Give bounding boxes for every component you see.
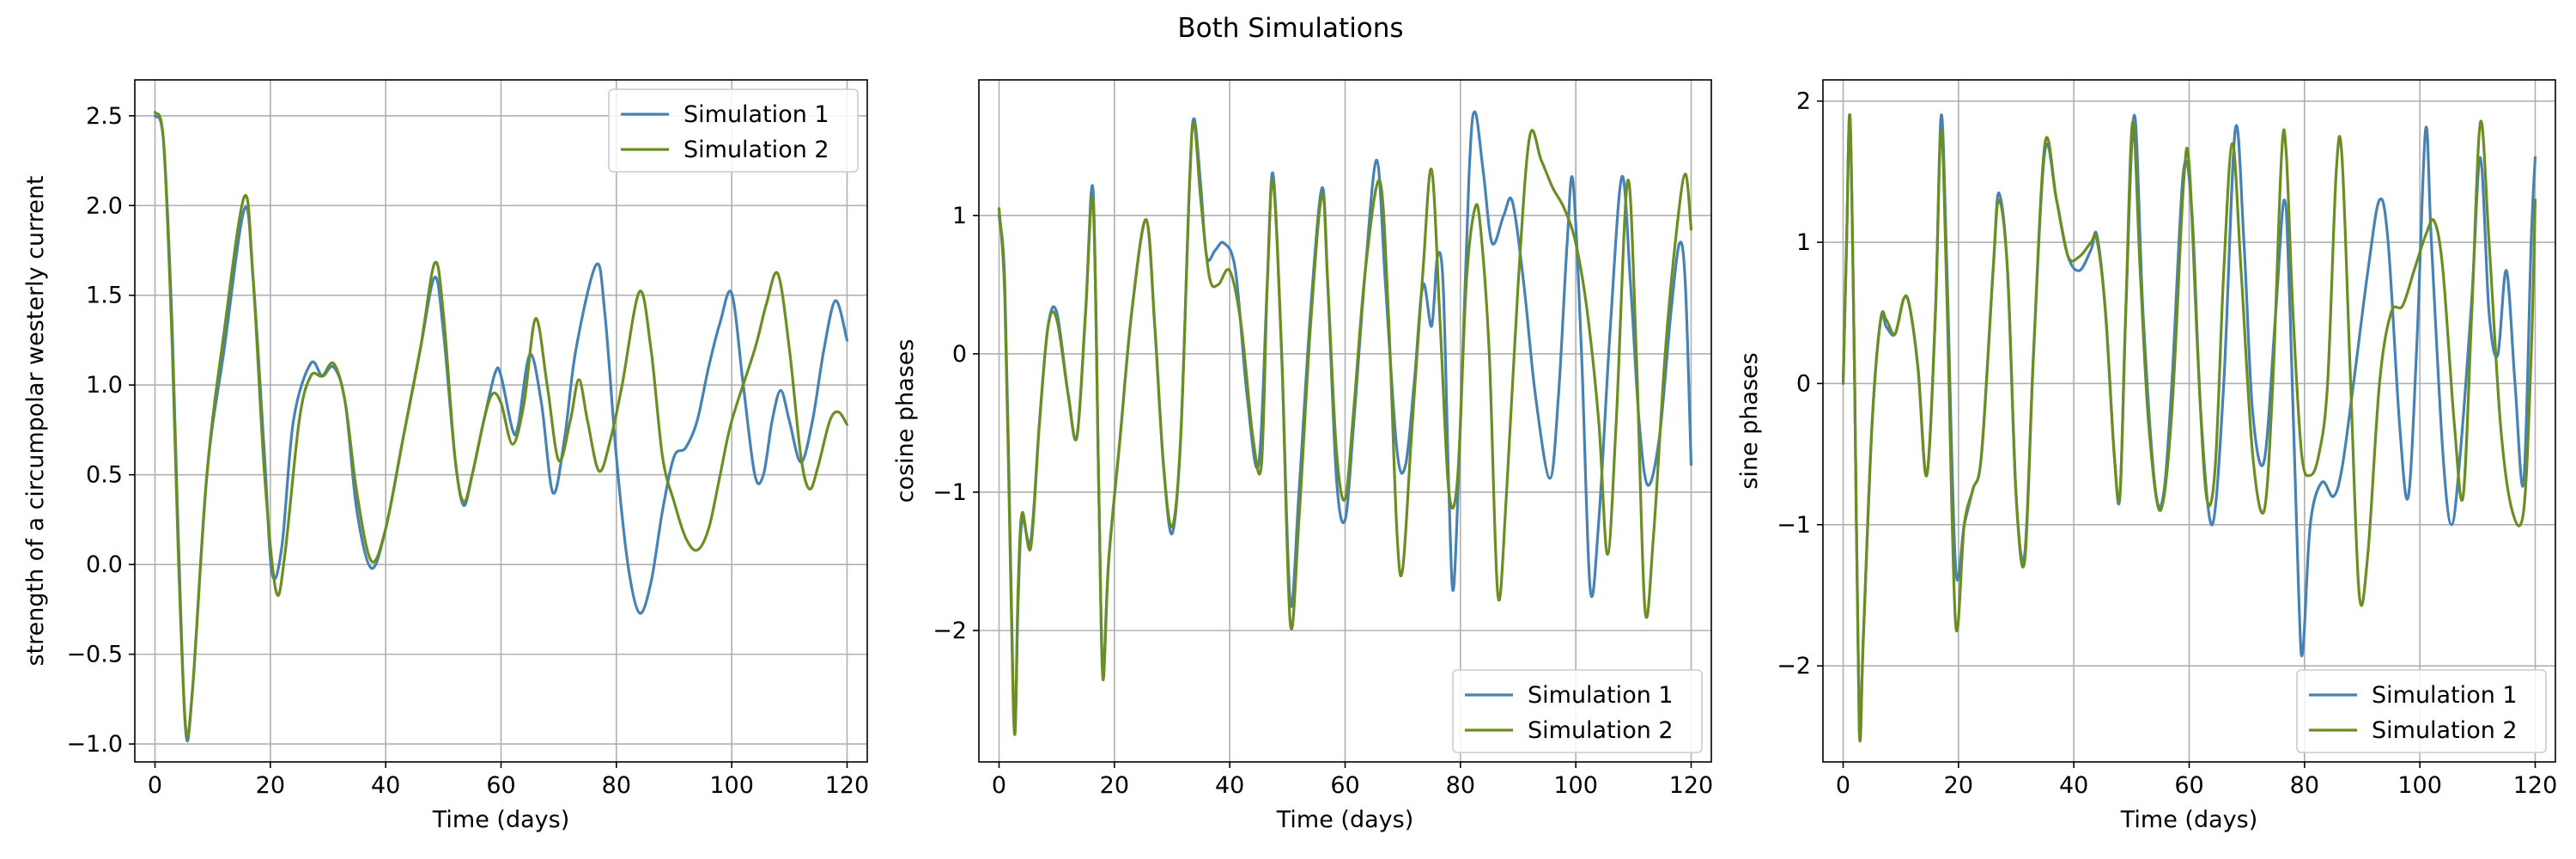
y-tick-label: 2.0 (86, 192, 123, 219)
series-line-2 (997, 121, 1693, 736)
subplot-3: 0 20 40 60 80 100 120 −2 −1 0 1 2 Time (days) sine ph… (1736, 79, 2558, 833)
x-tick-label: 100 (709, 772, 754, 799)
x-tick-label: 20 (256, 772, 285, 799)
legend-box (2296, 669, 2547, 753)
x-tick-label: 80 (602, 772, 631, 799)
y-tick-label: 2 (1796, 88, 1811, 115)
x-tick-label: 100 (2397, 772, 2442, 799)
subplots: 0 20 40 60 80 100 120−1.0−0.50.00.51.01.52.02.… (22, 79, 2558, 833)
x-tick-label: 120 (1669, 772, 1714, 799)
series-line-2 (1841, 113, 2537, 743)
series-line-2 (153, 111, 849, 739)
x-tick-label: 60 (1330, 772, 1359, 799)
x-tick-label: 80 (2290, 772, 2319, 799)
x-tick-label: 40 (2059, 772, 2088, 799)
legend-label-2: Simulation 2 (2372, 717, 2518, 744)
legend: Simulation 1 Simulation 2 (1452, 669, 1703, 753)
x-axis-label: Time (days) (1276, 807, 1413, 833)
y-tick-label: −2 (933, 618, 967, 644)
legend-box (608, 88, 859, 173)
y-tick-label: 1.5 (86, 283, 123, 309)
legend: Simulation 1 Simulation 2 (608, 88, 859, 173)
y-tick-label: −1 (933, 479, 967, 506)
y-tick-label: 0 (1796, 370, 1811, 397)
y-tick-label: 0.5 (86, 462, 123, 489)
x-tick-label: 120 (825, 772, 870, 799)
legend: Simulation 1 Simulation 2 (2296, 669, 2547, 753)
legend-label-1: Simulation 1 (683, 101, 829, 128)
subplot-1: 0 20 40 60 80 100 120 −1.0 −0.5 0.0 0.5 1.0 1.5 2.0 2.… (22, 79, 870, 833)
y-tick-label: 1.0 (86, 372, 123, 399)
y-axis-label: strength of a circumpolar westerly curre… (22, 175, 49, 666)
y-tick-label: 0 (952, 341, 967, 368)
x-axis-label: Time (days) (2120, 807, 2257, 833)
x-tick-label: 40 (371, 772, 400, 799)
legend-box (1452, 669, 1703, 753)
subplot-2: 0 20 40 60 80 100 120 −2 −1 0 1 Time (days) cosine p… (892, 79, 1714, 833)
legend-label-1: Simulation 1 (2372, 682, 2518, 709)
y-tick-label: 1 (1796, 229, 1811, 256)
x-tick-label: 0 (1836, 772, 1850, 799)
x-tick-label: 0 (148, 772, 162, 799)
figure-title: Both Simulations (1177, 13, 1403, 44)
x-tick-label: 60 (2174, 772, 2203, 799)
legend-label-1: Simulation 1 (1528, 682, 1674, 709)
y-tick-label: 1 (952, 203, 967, 229)
x-tick-label: 100 (1553, 772, 1598, 799)
x-tick-label: 40 (1215, 772, 1244, 799)
y-axis-label: sine phases (1736, 352, 1763, 489)
x-tick-label: 120 (2513, 772, 2558, 799)
y-tick-label: 2.5 (86, 103, 123, 130)
x-tick-label: 20 (1100, 772, 1129, 799)
y-tick-label: −1 (1777, 512, 1811, 539)
y-axis-label: cosine phases (892, 339, 919, 503)
y-tick-label: −2 (1777, 653, 1811, 679)
y-tick-label: 0.0 (86, 551, 123, 578)
x-tick-label: 80 (1446, 772, 1475, 799)
legend-label-2: Simulation 2 (1528, 717, 1674, 744)
legend-label-2: Simulation 2 (683, 137, 829, 163)
x-tick-label: 60 (486, 772, 515, 799)
x-tick-label: 20 (1944, 772, 1973, 799)
y-tick-label: −1.0 (66, 731, 123, 758)
x-axis-label: Time (days) (432, 807, 569, 833)
x-tick-label: 0 (992, 772, 1006, 799)
y-tick-label: −0.5 (66, 642, 123, 668)
